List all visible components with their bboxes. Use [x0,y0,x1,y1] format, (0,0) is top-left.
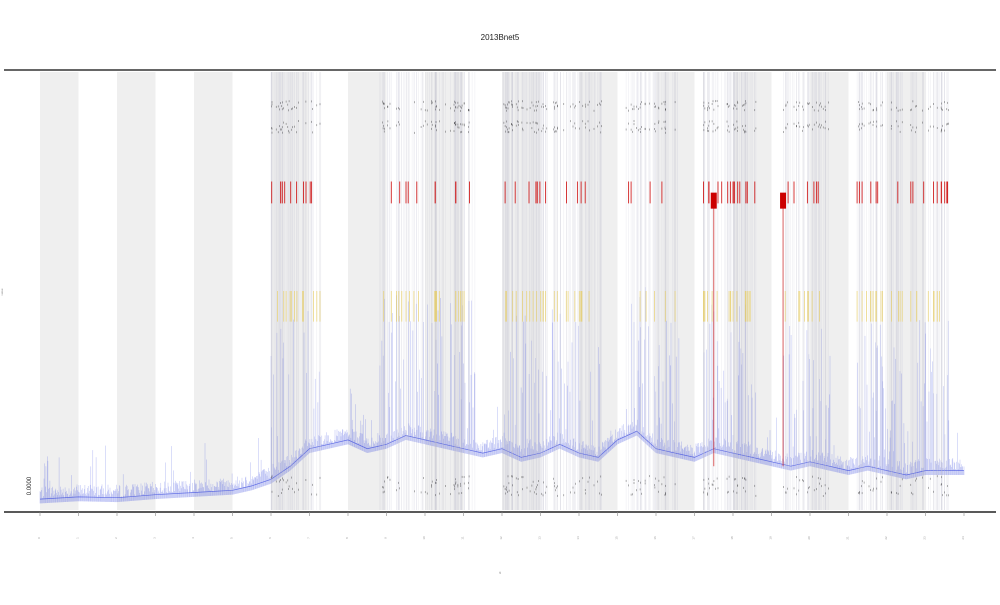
shaded-band-4 [348,72,387,510]
x-tick-label-9: 9 [384,537,388,539]
x-tick-label-17: 17 [692,536,696,540]
x-tick-label-10: 10 [422,536,426,540]
x-tick-label-7: 7 [307,537,311,539]
x-tick-label-2: 2 [114,537,118,539]
x-tick-label-23: 23 [923,536,927,540]
chart-title: 2013Bnet5 [481,33,520,42]
x-tick-label-24: 24 [961,536,965,540]
shaded-band-10 [810,72,849,510]
x-tick-label-1: 1 [76,537,80,539]
x-tick-label-3: 3 [153,537,157,539]
red-threshold-marks [271,181,949,204]
y-axis-label: value [0,288,4,296]
x-tick-label-20: 20 [807,536,811,540]
x-ticks: 0 1 2 3 4 5 6 7 8 9 10 11 12 13 14 15 16 17 18 19 20 21 22 23 24 [37,512,965,540]
shaded-band-0 [40,72,79,510]
x-tick-label-18: 18 [730,536,734,540]
black-event-ticks [271,100,949,497]
x-tick-label-22: 22 [884,536,888,540]
shaded-band-11 [887,72,926,510]
shaded-band-2 [194,72,233,510]
x-axis-label: t [499,570,501,575]
series-baseline [39,430,964,500]
x-tick-label-15: 15 [615,536,619,540]
bottom-value-label: 0.0000 [27,476,33,495]
x-tick-label-8: 8 [345,537,349,539]
x-tick-label-0: 0 [37,537,41,539]
x-tick-label-12: 12 [499,536,503,540]
x-tick-label-5: 5 [230,537,234,539]
x-tick-label-4: 4 [191,537,195,539]
x-tick-label-14: 14 [576,536,580,540]
yellow-threshold-marks [277,291,940,322]
marker-layer [270,72,949,510]
shaded-band-1 [117,72,156,510]
x-tick-label-16: 16 [653,536,657,540]
x-tick-label-13: 13 [538,536,542,540]
shaded-band-6 [502,72,541,510]
x-tick-label-21: 21 [846,536,850,540]
x-tick-label-6: 6 [268,537,272,539]
x-tick-label-11: 11 [461,536,465,539]
x-tick-label-19: 19 [769,536,773,540]
